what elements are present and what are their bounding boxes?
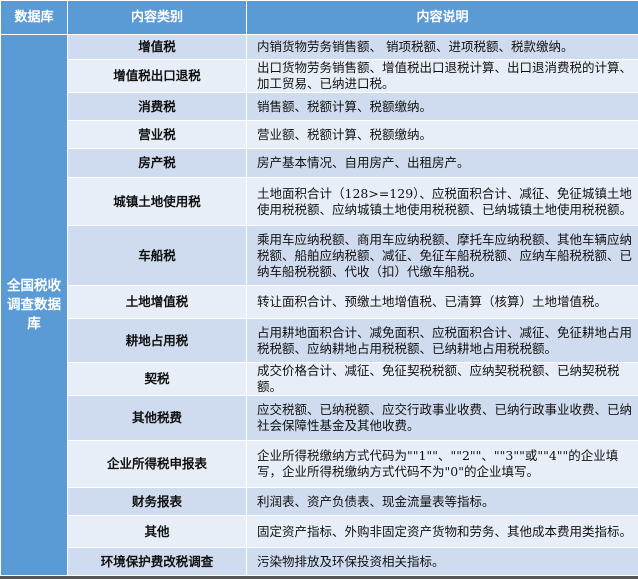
- table-row: 契税成交价格合计、减征、免征契税税额、应纳契税税额、已纳契税税额。: [1, 363, 638, 396]
- category-cell: 增值税出口退税: [68, 60, 247, 93]
- table-row: 消费税销售额、税额计算、税额缴纳。: [1, 93, 638, 121]
- table-row: 增值税出口退税出口货物劳务销售额、增值税出口退税计算、出口退消费税的计算、加工贸…: [1, 60, 638, 93]
- description-cell: 企业所得税缴纳方式代码为""1""、""2""、""3""或""4""的企业填写…: [247, 441, 638, 488]
- table-row: 房产税房产基本情况、自用房产、出租房产。: [1, 149, 638, 178]
- table-row: 财务报表利润表、资产负债表、现金流量表等指标。: [1, 488, 638, 516]
- category-cell: 土地增值税: [68, 286, 247, 319]
- header-database: 数据库: [1, 1, 68, 35]
- description-cell: 乘用车应纳税额、商用车应纳税额、摩托车应纳税额、其他车辆应纳税额、船舶应纳税额、…: [247, 226, 638, 286]
- description-cell: 利润表、资产负债表、现金流量表等指标。: [247, 488, 638, 516]
- category-cell: 车船税: [68, 226, 247, 286]
- description-cell: 出口货物劳务销售额、增值税出口退税计算、出口退消费税的计算、加工贸易、已纳进口税…: [247, 60, 638, 93]
- category-cell: 房产税: [68, 149, 247, 178]
- header-row: 数据库 内容类别 内容说明: [1, 1, 638, 35]
- description-cell: 占用耕地面积合计、减免面积、应税面积合计、减征、免征耕地占用税税额、应纳耕地占用…: [247, 319, 638, 363]
- category-cell: 耕地占用税: [68, 319, 247, 363]
- category-cell: 其他税费: [68, 396, 247, 441]
- table-row: 全国税收调查数据库增值税内销货物劳务销售额、 销项税额、进项税额、税款缴纳。: [1, 35, 638, 60]
- table-row: 车船税乘用车应纳税额、商用车应纳税额、摩托车应纳税额、其他车辆应纳税额、船舶应纳…: [1, 226, 638, 286]
- category-cell: 消费税: [68, 93, 247, 121]
- description-cell: 销售额、税额计算、税额缴纳。: [247, 93, 638, 121]
- database-cell: 全国税收调查数据库: [1, 35, 68, 576]
- category-cell: 增值税: [68, 35, 247, 60]
- table-row: 环境保护费改税调查污染物排放及环保投资相关指标。: [1, 548, 638, 576]
- description-cell: 污染物排放及环保投资相关指标。: [247, 548, 638, 576]
- table-row: 企业所得税申报表企业所得税缴纳方式代码为""1""、""2""、""3""或""…: [1, 441, 638, 488]
- table-row: 城镇土地使用税土地面积合计（128>=129）、应税面积合计、减征、免征城镇土地…: [1, 178, 638, 226]
- category-cell: 财务报表: [68, 488, 247, 516]
- table-row: 耕地占用税占用耕地面积合计、减免面积、应税面积合计、减征、免征耕地占用税税额、应…: [1, 319, 638, 363]
- category-cell: 城镇土地使用税: [68, 178, 247, 226]
- header-description: 内容说明: [247, 1, 638, 35]
- category-cell: 契税: [68, 363, 247, 396]
- description-cell: 内销货物劳务销售额、 销项税额、进项税额、税款缴纳。: [247, 35, 638, 60]
- description-cell: 土地面积合计（128>=129）、应税面积合计、减征、免征城镇土地使用税税额、应…: [247, 178, 638, 226]
- category-cell: 环境保护费改税调查: [68, 548, 247, 576]
- category-cell: 营业税: [68, 121, 247, 149]
- description-cell: 房产基本情况、自用房产、出租房产。: [247, 149, 638, 178]
- description-cell: 固定资产指标、外购非固定资产货物和劳务、其他成本费用类指标。: [247, 516, 638, 548]
- header-category: 内容类别: [68, 1, 247, 35]
- table-row: 土地增值税转让面积合计、预缴土地增值税、已清算（核算）土地增值税。: [1, 286, 638, 319]
- table-row: 营业税营业额、税额计算、税额缴纳。: [1, 121, 638, 149]
- table-row: 其他固定资产指标、外购非固定资产货物和劳务、其他成本费用类指标。: [1, 516, 638, 548]
- description-cell: 营业额、税额计算、税额缴纳。: [247, 121, 638, 149]
- description-cell: 转让面积合计、预缴土地增值税、已清算（核算）土地增值税。: [247, 286, 638, 319]
- description-cell: 应交税额、已纳税额、应交行政事业收费、已纳行政事业收费、已纳社会保障性基金及其他…: [247, 396, 638, 441]
- table-row: 其他税费应交税额、已纳税额、应交行政事业收费、已纳行政事业收费、已纳社会保障性基…: [1, 396, 638, 441]
- category-cell: 企业所得税申报表: [68, 441, 247, 488]
- category-cell: 其他: [68, 516, 247, 548]
- description-cell: 成交价格合计、减征、免征契税税额、应纳契税税额、已纳契税税额。: [247, 363, 638, 396]
